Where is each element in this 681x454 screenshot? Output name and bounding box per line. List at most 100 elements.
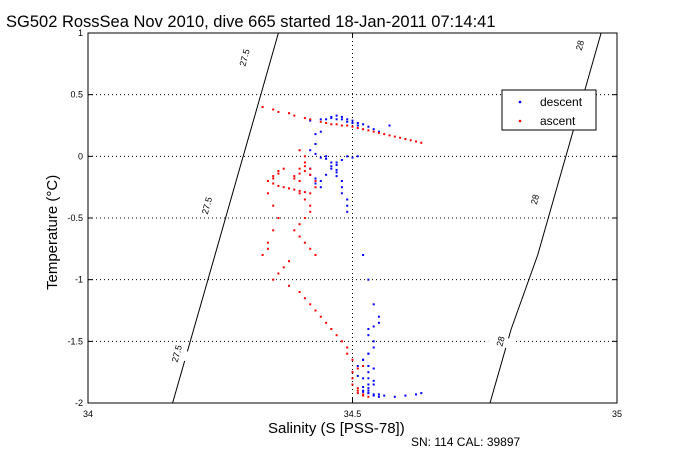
data-point-descent [367,278,370,281]
data-point-ascent [298,192,301,195]
data-point-ascent [330,328,333,330]
data-point-ascent [340,124,343,127]
data-point-ascent [388,134,391,137]
legend-marker-descent [518,100,522,104]
data-point-descent [346,210,349,213]
y-tick-label: -2 [75,398,83,408]
data-point-descent [362,390,365,393]
data-point-descent [377,393,380,396]
data-point-ascent [314,309,317,312]
y-tick-label: 0.5 [70,90,83,100]
y-tick-label: 1 [78,28,83,38]
data-point-ascent [314,186,317,189]
data-point-ascent [309,167,312,170]
data-point-ascent [266,192,269,195]
data-point-ascent [356,367,359,370]
data-point-ascent [293,229,296,232]
data-point-ascent [298,172,301,175]
legend-label-descent: descent [540,95,583,109]
data-point-ascent [298,189,301,192]
data-point-ascent [272,108,275,111]
data-point-descent [367,371,370,374]
data-point-ascent [325,321,328,324]
data-point-descent [362,389,365,392]
data-point-descent [367,387,370,390]
data-point-descent [330,117,333,120]
contour-label-background [567,37,593,54]
data-point-descent [372,394,375,397]
contour-label-background [163,345,190,362]
data-point-descent [367,352,370,355]
data-point-ascent [303,170,306,173]
plot-area: 34 34.5 35 -2 -1.5 -1 -0.5 0 0.5 1 27.5 27.5 27.5 28… [67,28,622,419]
data-point-descent [346,118,349,121]
x-tick-label: 34.5 [344,409,362,419]
chart-title: SG502 RossSea Nov 2010, dive 665 started… [6,13,496,31]
data-point-ascent [362,394,365,397]
data-point-descent [351,122,354,124]
data-point-descent [367,334,370,337]
data-point-ascent [272,177,275,180]
data-point-ascent [415,140,417,143]
data-point-descent [340,118,343,121]
data-point-descent [314,133,317,136]
data-point-ascent [277,272,280,275]
contour-label-background [522,191,548,208]
data-point-ascent [409,139,412,142]
data-point-ascent [356,387,359,390]
data-point-descent [351,156,354,159]
data-point-ascent [309,204,312,207]
data-point-ascent [277,170,280,173]
data-point-ascent [325,122,328,124]
data-point-descent [372,393,375,396]
data-point-ascent [288,284,290,287]
data-point-ascent [346,352,349,355]
data-point-descent [346,155,349,158]
data-point-ascent [272,229,275,232]
data-point-ascent [340,340,343,343]
data-point-ascent [288,112,290,115]
data-point-ascent [266,241,269,244]
data-point-ascent [377,131,380,134]
data-point-descent [330,161,333,164]
data-point-ascent [282,266,285,269]
data-point-descent [388,124,391,127]
contour-label: 27.5 [170,344,184,364]
data-point-ascent [261,106,264,108]
data-point-descent [356,374,359,377]
data-point-ascent [356,392,359,395]
data-point-ascent [266,247,269,250]
data-point-ascent [346,124,349,127]
data-point-descent [335,175,338,178]
axis-ticks: 34 34.5 35 -2 -1.5 -1 -0.5 0 0.5 1 [67,28,622,419]
data-point-descent [362,123,365,126]
data-point-ascent [293,188,296,191]
data-point-descent [314,143,317,145]
data-point-descent [362,386,365,388]
legend-box [501,89,597,131]
data-point-ascent [309,210,312,213]
data-point-ascent [404,138,407,141]
data-point-descent [372,303,375,306]
data-point-descent [420,392,423,395]
data-point-ascent [314,180,317,182]
data-point-ascent [351,358,354,361]
contour-label-background [194,197,220,214]
data-point-ascent [362,393,365,396]
data-point-ascent [298,167,301,170]
data-point-ascent [298,149,301,152]
y-tick-label: -1 [75,275,83,285]
data-point-ascent [303,241,306,244]
data-point-descent [372,346,375,349]
data-point-ascent [367,395,370,398]
data-point-ascent [383,133,386,136]
data-point-ascent [293,175,296,178]
data-point-ascent [277,110,280,113]
y-tick-label: 0 [78,151,83,161]
data-point-ascent [399,136,402,139]
data-point-ascent [346,346,349,349]
data-point-descent [309,119,312,122]
y-tick-label: -1.5 [67,336,83,346]
data-point-ascent [282,167,285,170]
data-point-ascent [309,247,312,250]
